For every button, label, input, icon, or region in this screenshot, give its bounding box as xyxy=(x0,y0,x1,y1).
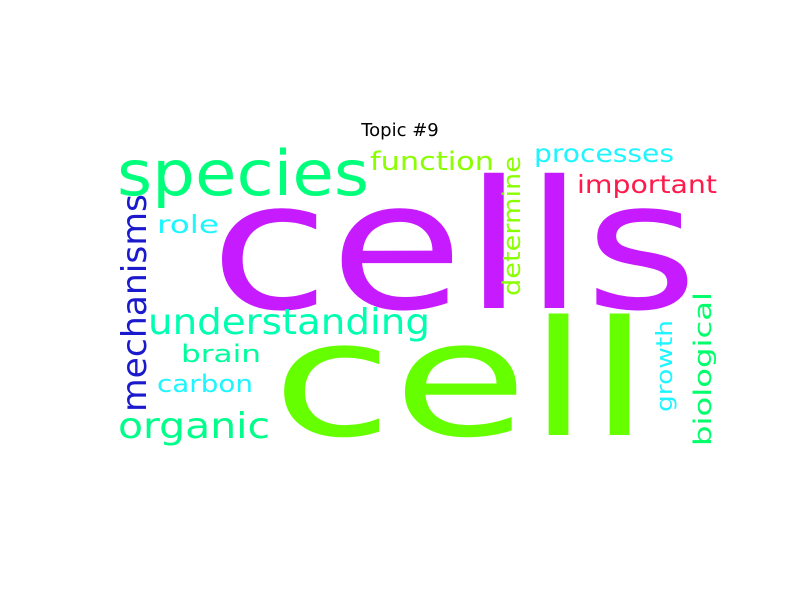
word-cells: cells xyxy=(210,143,698,350)
word-cell: cell xyxy=(272,286,650,473)
word-mechanisms: mechanisms xyxy=(115,194,155,412)
chart-title: Topic #9 xyxy=(361,120,439,141)
word-understanding: understanding xyxy=(148,302,430,343)
word-carbon: carbon xyxy=(157,370,253,398)
word-function: function xyxy=(370,147,494,177)
word-processes: processes xyxy=(534,139,674,168)
word-determine: determine xyxy=(498,156,526,296)
word-important: important xyxy=(577,170,717,199)
word-species: species xyxy=(117,137,369,210)
word-biological: biological xyxy=(689,292,717,446)
word-brain: brain xyxy=(181,340,261,368)
word-role: role xyxy=(157,210,219,239)
word-organic: organic xyxy=(118,406,270,447)
word-growth: growth xyxy=(653,320,678,412)
